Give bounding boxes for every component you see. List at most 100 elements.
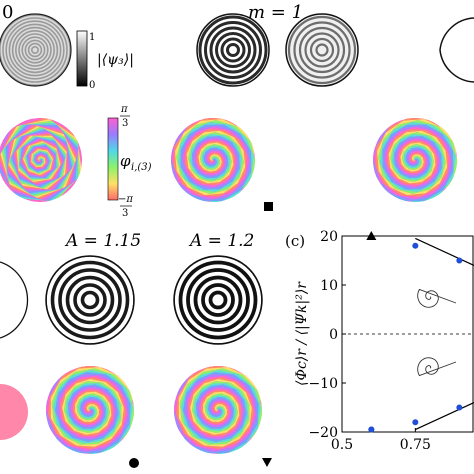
- ring: [2, 17, 68, 83]
- spiral-arm: [0, 118, 78, 200]
- circle-marker: [129, 458, 139, 468]
- spiral-arm: [0, 119, 82, 201]
- spiral-arm: [50, 367, 134, 447]
- amplitude-disk-a1: [46, 256, 134, 344]
- phase-disk-m1-right: [373, 118, 457, 202]
- spiral-arm: [48, 366, 134, 449]
- ring: [287, 15, 357, 85]
- ring: [178, 260, 258, 340]
- ring: [50, 260, 130, 340]
- phi-cb-top-den: 3: [122, 118, 128, 129]
- ring: [293, 21, 351, 79]
- spiral-arm: [176, 120, 255, 202]
- disk-border: [0, 13, 72, 87]
- spiral-arm: [178, 367, 262, 447]
- spiral-arm: [179, 368, 262, 454]
- fit-line: [415, 402, 474, 431]
- amplitude-disk-m1-right: [286, 14, 358, 86]
- chart-panel-c: 20 10 0 −10 −200.5 0.75 ⟨Φc⟩r / ⟨|Ψk|²⟩r: [294, 229, 474, 453]
- ring: [0, 14, 71, 86]
- ring: [21, 36, 49, 64]
- ring: [27, 42, 43, 58]
- ring: [14, 29, 56, 71]
- spiral-arm: [174, 366, 256, 451]
- x-tick-label: 0.5: [331, 437, 353, 453]
- psi-colorbar: [76, 30, 88, 87]
- ring: [204, 21, 262, 79]
- ring: [8, 23, 62, 77]
- ring: [186, 268, 250, 332]
- spiral-arm: [174, 372, 259, 454]
- data-point: [368, 426, 375, 433]
- spiral-arm: [51, 368, 134, 454]
- disk-border: [173, 255, 263, 345]
- ring: [209, 26, 257, 74]
- ring: [24, 39, 46, 61]
- ring: [220, 37, 246, 63]
- spiral-arm: [375, 118, 457, 197]
- disk-border: [196, 13, 270, 87]
- ring: [73, 283, 107, 317]
- phase-disk-a1: [46, 366, 134, 454]
- spiral-arm: [174, 371, 257, 453]
- data-point: [412, 242, 419, 249]
- spiral-arm: [373, 124, 454, 202]
- y-tick-label: −10: [308, 376, 338, 392]
- ring: [5, 20, 65, 80]
- spiral-arm: [378, 120, 457, 202]
- spiral-arm: [175, 119, 255, 196]
- spiral-arm: [0, 124, 79, 201]
- y-tick-label: 20: [320, 229, 338, 245]
- psi-colorbar-top: 1: [89, 32, 95, 43]
- spiral-arm: [0, 122, 79, 202]
- triangle-down-marker: [262, 458, 272, 467]
- data-point: [456, 404, 463, 411]
- label-m1: m = 1: [248, 2, 303, 23]
- spiral-arm: [46, 372, 131, 454]
- ring: [58, 268, 122, 332]
- phi-colorbar-label-sub: i,(3): [131, 162, 152, 173]
- ring: [298, 26, 346, 74]
- phi-cb-top-num: π: [120, 104, 128, 115]
- phi-colorbar: [107, 117, 119, 201]
- ring: [201, 283, 235, 317]
- ring: [80, 290, 100, 310]
- spiral-arm: [53, 370, 133, 454]
- ring: [215, 32, 251, 68]
- square-marker: [264, 202, 273, 211]
- spiral-arm: [46, 366, 128, 451]
- ring: [315, 43, 329, 57]
- label-a2: A = 1.2: [188, 231, 254, 251]
- disk-border: [285, 13, 359, 87]
- spiral-icon-upper: [417, 288, 457, 308]
- spiral-arm: [176, 366, 262, 449]
- spiral-arm: [380, 122, 456, 202]
- data-point: [412, 419, 419, 426]
- data-point-triangle: [366, 231, 377, 240]
- ring: [208, 290, 228, 310]
- y-axis-label: ⟨Φc⟩r / ⟨|Ψk|²⟩r: [294, 281, 310, 386]
- ring: [309, 37, 335, 63]
- fit-line: [415, 237, 474, 266]
- ring: [226, 43, 240, 57]
- ring: [304, 32, 340, 68]
- ring: [30, 45, 39, 54]
- ring: [18, 33, 52, 67]
- partial-phase-disk-left: [0, 384, 29, 440]
- phi-cb-bottom-num: −π: [118, 194, 133, 205]
- data-point: [456, 257, 463, 264]
- y-tick-label: −20: [308, 425, 338, 441]
- phi-colorbar-label: φ: [120, 152, 131, 170]
- y-tick-label: 10: [320, 278, 338, 294]
- spiral-arm: [178, 122, 254, 202]
- ring: [198, 15, 268, 85]
- ring: [65, 275, 115, 325]
- spiral-arm: [171, 124, 252, 202]
- ring: [193, 275, 243, 325]
- label-m0: 0: [2, 2, 13, 23]
- psi-colorbar-bottom: 0: [89, 80, 95, 91]
- partial-disk-left: [0, 261, 29, 339]
- amplitude-disk-a2: [174, 256, 262, 344]
- spiral-arm: [181, 370, 261, 454]
